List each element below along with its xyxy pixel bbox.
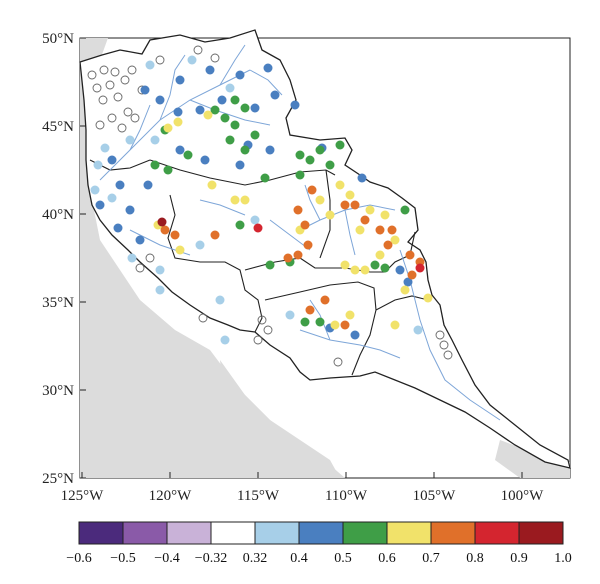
colorbar-tick-label: −0.4 — [154, 551, 179, 566]
sites-open — [87, 45, 453, 367]
colorbar-bin — [254, 521, 300, 545]
colorbar-tick-label: 0.7 — [422, 551, 440, 566]
longitude-labels: 125°W 120°W 115°W 110°W 105°W 100°W — [61, 488, 544, 504]
lon-label: 125°W — [61, 488, 104, 504]
colorbar-tick-label: 0.9 — [510, 551, 528, 566]
colorbar-tick-label: 0.6 — [378, 551, 396, 566]
lon-label: 105°W — [413, 488, 456, 504]
colorbar-tick-label: 0.4 — [290, 551, 308, 566]
pacific-coast-land — [80, 38, 345, 478]
colorbar-tick-label: 0.8 — [466, 551, 484, 566]
lat-label: 35°N — [42, 295, 74, 311]
lon-label: 110°W — [325, 488, 368, 504]
lat-label: 50°N — [42, 31, 74, 47]
sites-filled — [90, 55, 433, 345]
lon-label: 120°W — [149, 488, 192, 504]
lat-label: 25°N — [42, 471, 74, 487]
lat-label: 30°N — [42, 383, 74, 399]
colorbar-tick-label: 1.0 — [554, 551, 572, 566]
colorbar-bin — [78, 521, 124, 545]
colorbar-tick-label: −0.5 — [110, 551, 135, 566]
colorbar-bin — [166, 521, 212, 545]
colorbar-tick-label: −0.6 — [66, 551, 91, 566]
colorbar-tick-label: 0.32 — [243, 551, 268, 566]
axis-ticks — [80, 37, 523, 479]
colorbar-bin — [518, 521, 564, 545]
lon-label: 115°W — [237, 488, 280, 504]
lat-label: 45°N — [42, 119, 74, 135]
colorbar-bin — [474, 521, 520, 545]
lat-label: 40°N — [42, 207, 74, 223]
colorbar-bin — [342, 521, 388, 545]
baja-land — [220, 360, 340, 478]
colorbar-bin — [210, 521, 256, 545]
colorbar-bin — [430, 521, 476, 545]
colorbar-bin — [122, 521, 168, 545]
colorbar-bin — [386, 521, 432, 545]
colorbar-tick-label: 0.5 — [334, 551, 352, 566]
lon-label: 100°W — [501, 488, 544, 504]
gulf-land — [495, 440, 570, 478]
colorbar-bins — [78, 521, 564, 545]
colorbar-tick-label: −0.32 — [195, 551, 227, 566]
map-panel — [79, 29, 571, 479]
latitude-labels: 50°N 45°N 40°N 35°N 30°N 25°N — [42, 31, 74, 487]
colorbar-labels: −0.6 −0.5 −0.4 −0.32 0.32 0.4 0.5 0.6 0.… — [66, 551, 571, 566]
basin-outline — [79, 29, 571, 469]
colorbar: −0.6 −0.5 −0.4 −0.32 0.32 0.4 0.5 0.6 0.… — [66, 521, 572, 566]
colorbar-bin — [298, 521, 344, 545]
